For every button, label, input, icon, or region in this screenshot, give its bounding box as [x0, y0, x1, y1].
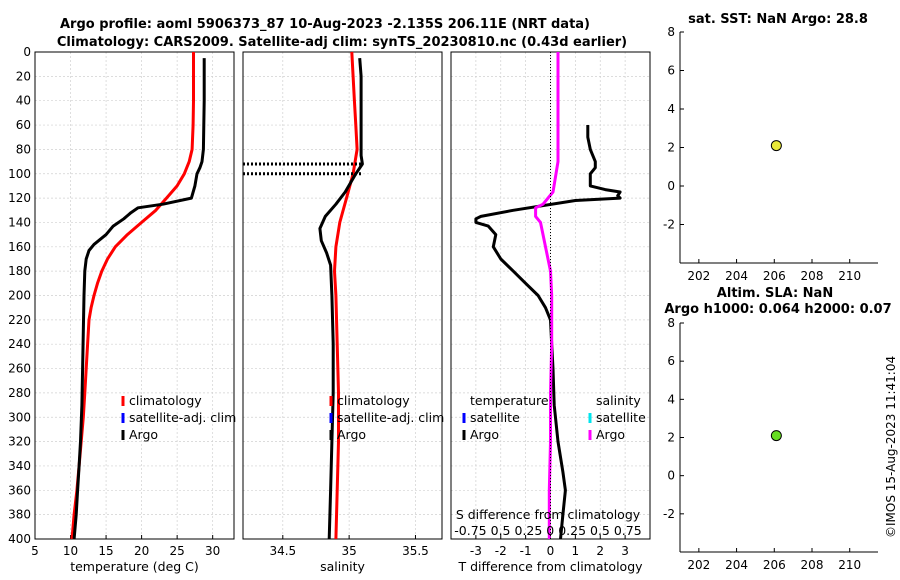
depth-tick-label: 200 [8, 289, 31, 303]
title-line-2: Climatology: CARS2009. Satellite-adj cli… [57, 35, 627, 50]
sst-xtick-label: 206 [763, 269, 786, 283]
difference-xtick-label: -2 [495, 544, 507, 558]
sst-title: sat. SST: NaN Argo: 28.8 [688, 12, 868, 27]
sst-marker [770, 140, 782, 152]
sla-ytick-label: -2 [663, 507, 675, 521]
temperature-xtick-label: 15 [98, 544, 113, 558]
sst-ytick-label: 4 [667, 102, 675, 116]
temperature-frame [34, 51, 235, 540]
difference-legend-label: Argo [470, 427, 499, 442]
difference-xlabel: T difference from climatology [457, 559, 643, 574]
temperature-xtick-label: 25 [170, 544, 185, 558]
depth-tick-label: 300 [8, 410, 31, 424]
difference-legend-label: satellite [470, 410, 520, 425]
temperature-xtick-label: 20 [134, 544, 149, 558]
depth-tick-label: 320 [8, 435, 31, 449]
difference-series-t-difference-argo [474, 125, 622, 540]
depth-tick-label: 20 [16, 69, 31, 83]
salinity-legend-label: climatology [337, 393, 410, 408]
depth-tick-label: 220 [8, 313, 31, 327]
salinity-series-climatology [333, 51, 359, 540]
salinity-legend-label: satellite-adj. clim [337, 410, 444, 425]
sst-xtick-label: 202 [687, 269, 710, 283]
salinity-xtick-label: 35.5 [402, 544, 429, 558]
sst-ytick-label: 2 [667, 141, 675, 155]
sst-ytick-label: 8 [667, 25, 675, 39]
sst-ytick-label: 6 [667, 64, 675, 78]
sla-ytick-label: 2 [667, 431, 675, 445]
depth-tick-label: 120 [8, 191, 31, 205]
sst-ytick-label: 0 [667, 179, 675, 193]
sla-ytick-label: 6 [667, 354, 675, 368]
difference-s-ticks: -0.75 0.5 0.25 0 0.25 0.5 0.75 [454, 523, 641, 538]
difference-xtick-label: 2 [596, 544, 604, 558]
sla-xtick-label: 202 [687, 558, 710, 572]
depth-tick-label: 280 [8, 386, 31, 400]
temperature-legend-label: Argo [129, 427, 158, 442]
depth-tick-label: 100 [8, 167, 31, 181]
temperature-panel: 5 10 15 20 25 30 temperature (deg C) [31, 51, 235, 574]
temperature-series-argo [72, 58, 206, 540]
depth-tick-label: 180 [8, 264, 31, 278]
sla-xtick-label: 208 [801, 558, 824, 572]
difference-legend-label: Argo [596, 427, 625, 442]
sla-xtick-label: 210 [838, 558, 861, 572]
salinity-series-argo [318, 57, 364, 540]
depth-tick-label: 260 [8, 362, 31, 376]
temperature-xtick-label: 5 [31, 544, 39, 558]
timestamp-watermark: ©IMOS 15-Aug-2023 11:41:04 [884, 356, 898, 538]
depth-tick-label: 400 [8, 532, 31, 546]
sst-xtick-label: 210 [838, 269, 861, 283]
salinity-xtick-label: 35 [341, 544, 356, 558]
depth-tick-label: 60 [16, 118, 31, 132]
sla-panel: 8 6 4 2 0 -2 202 204 206 208 210 [663, 316, 878, 572]
sst-ytick-label: -2 [663, 218, 675, 232]
sla-xtick-label: 204 [725, 558, 748, 572]
depth-tick-label: 160 [8, 240, 31, 254]
depth-tick-label: 80 [16, 142, 31, 156]
difference-xtick-label: -3 [470, 544, 482, 558]
sla-ytick-label: 0 [667, 469, 675, 483]
depth-tick-label: 380 [8, 508, 31, 522]
sst-xtick-label: 204 [725, 269, 748, 283]
depth-tick-label: 140 [8, 215, 31, 229]
difference-panel: -3 -2 -1 0 1 2 3T difference from climatology S… [450, 51, 651, 574]
temperature-xlabel: temperature (deg C) [70, 559, 199, 574]
difference-xtick-label: -1 [520, 544, 532, 558]
salinity-xtick-label: 34.5 [269, 544, 296, 558]
sst-xtick-label: 208 [801, 269, 824, 283]
difference-legend-salinity-header: salinity [596, 393, 641, 408]
difference-xtick-label: 1 [572, 544, 580, 558]
difference-legend-temperature-header: temperature [470, 393, 549, 408]
sst-panel: 8 6 4 2 0 -2 202 204 206 208 210 [663, 25, 878, 283]
temperature-xtick-label: 30 [205, 544, 220, 558]
sla-marker [770, 430, 782, 442]
sla-title-line-1: Altim. SLA: NaN [717, 286, 833, 301]
title-line-1: Argo profile: aoml 5906373_87 10-Aug-202… [60, 17, 590, 32]
difference-xtick-label: 0 [547, 544, 555, 558]
sla-title-line-2: Argo h1000: 0.064 h2000: 0.07 [664, 302, 891, 317]
sla-ytick-label: 8 [667, 316, 675, 330]
depth-tick-label: 40 [16, 94, 31, 108]
salinity-frame [242, 51, 443, 540]
depth-tick-label: 240 [8, 337, 31, 351]
temperature-xtick-label: 10 [63, 544, 78, 558]
difference-xtick-label: 3 [621, 544, 629, 558]
difference-s-label: S difference from climatology [456, 507, 641, 522]
salinity-panel: 34.5 35 35.5 salinity [242, 51, 443, 574]
salinity-legend-label: Argo [337, 427, 366, 442]
sla-xtick-label: 206 [763, 558, 786, 572]
temperature-legend-label: climatology [129, 393, 202, 408]
depth-tick-label: 360 [8, 483, 31, 497]
salinity-xlabel: salinity [320, 559, 365, 574]
temperature-legend-label: satellite-adj. clim [129, 410, 236, 425]
depth-tick-label: 340 [8, 459, 31, 473]
depth-tick-label: 0 [23, 45, 31, 59]
difference-legend-label: satellite [596, 410, 646, 425]
sla-ytick-label: 4 [667, 392, 675, 406]
